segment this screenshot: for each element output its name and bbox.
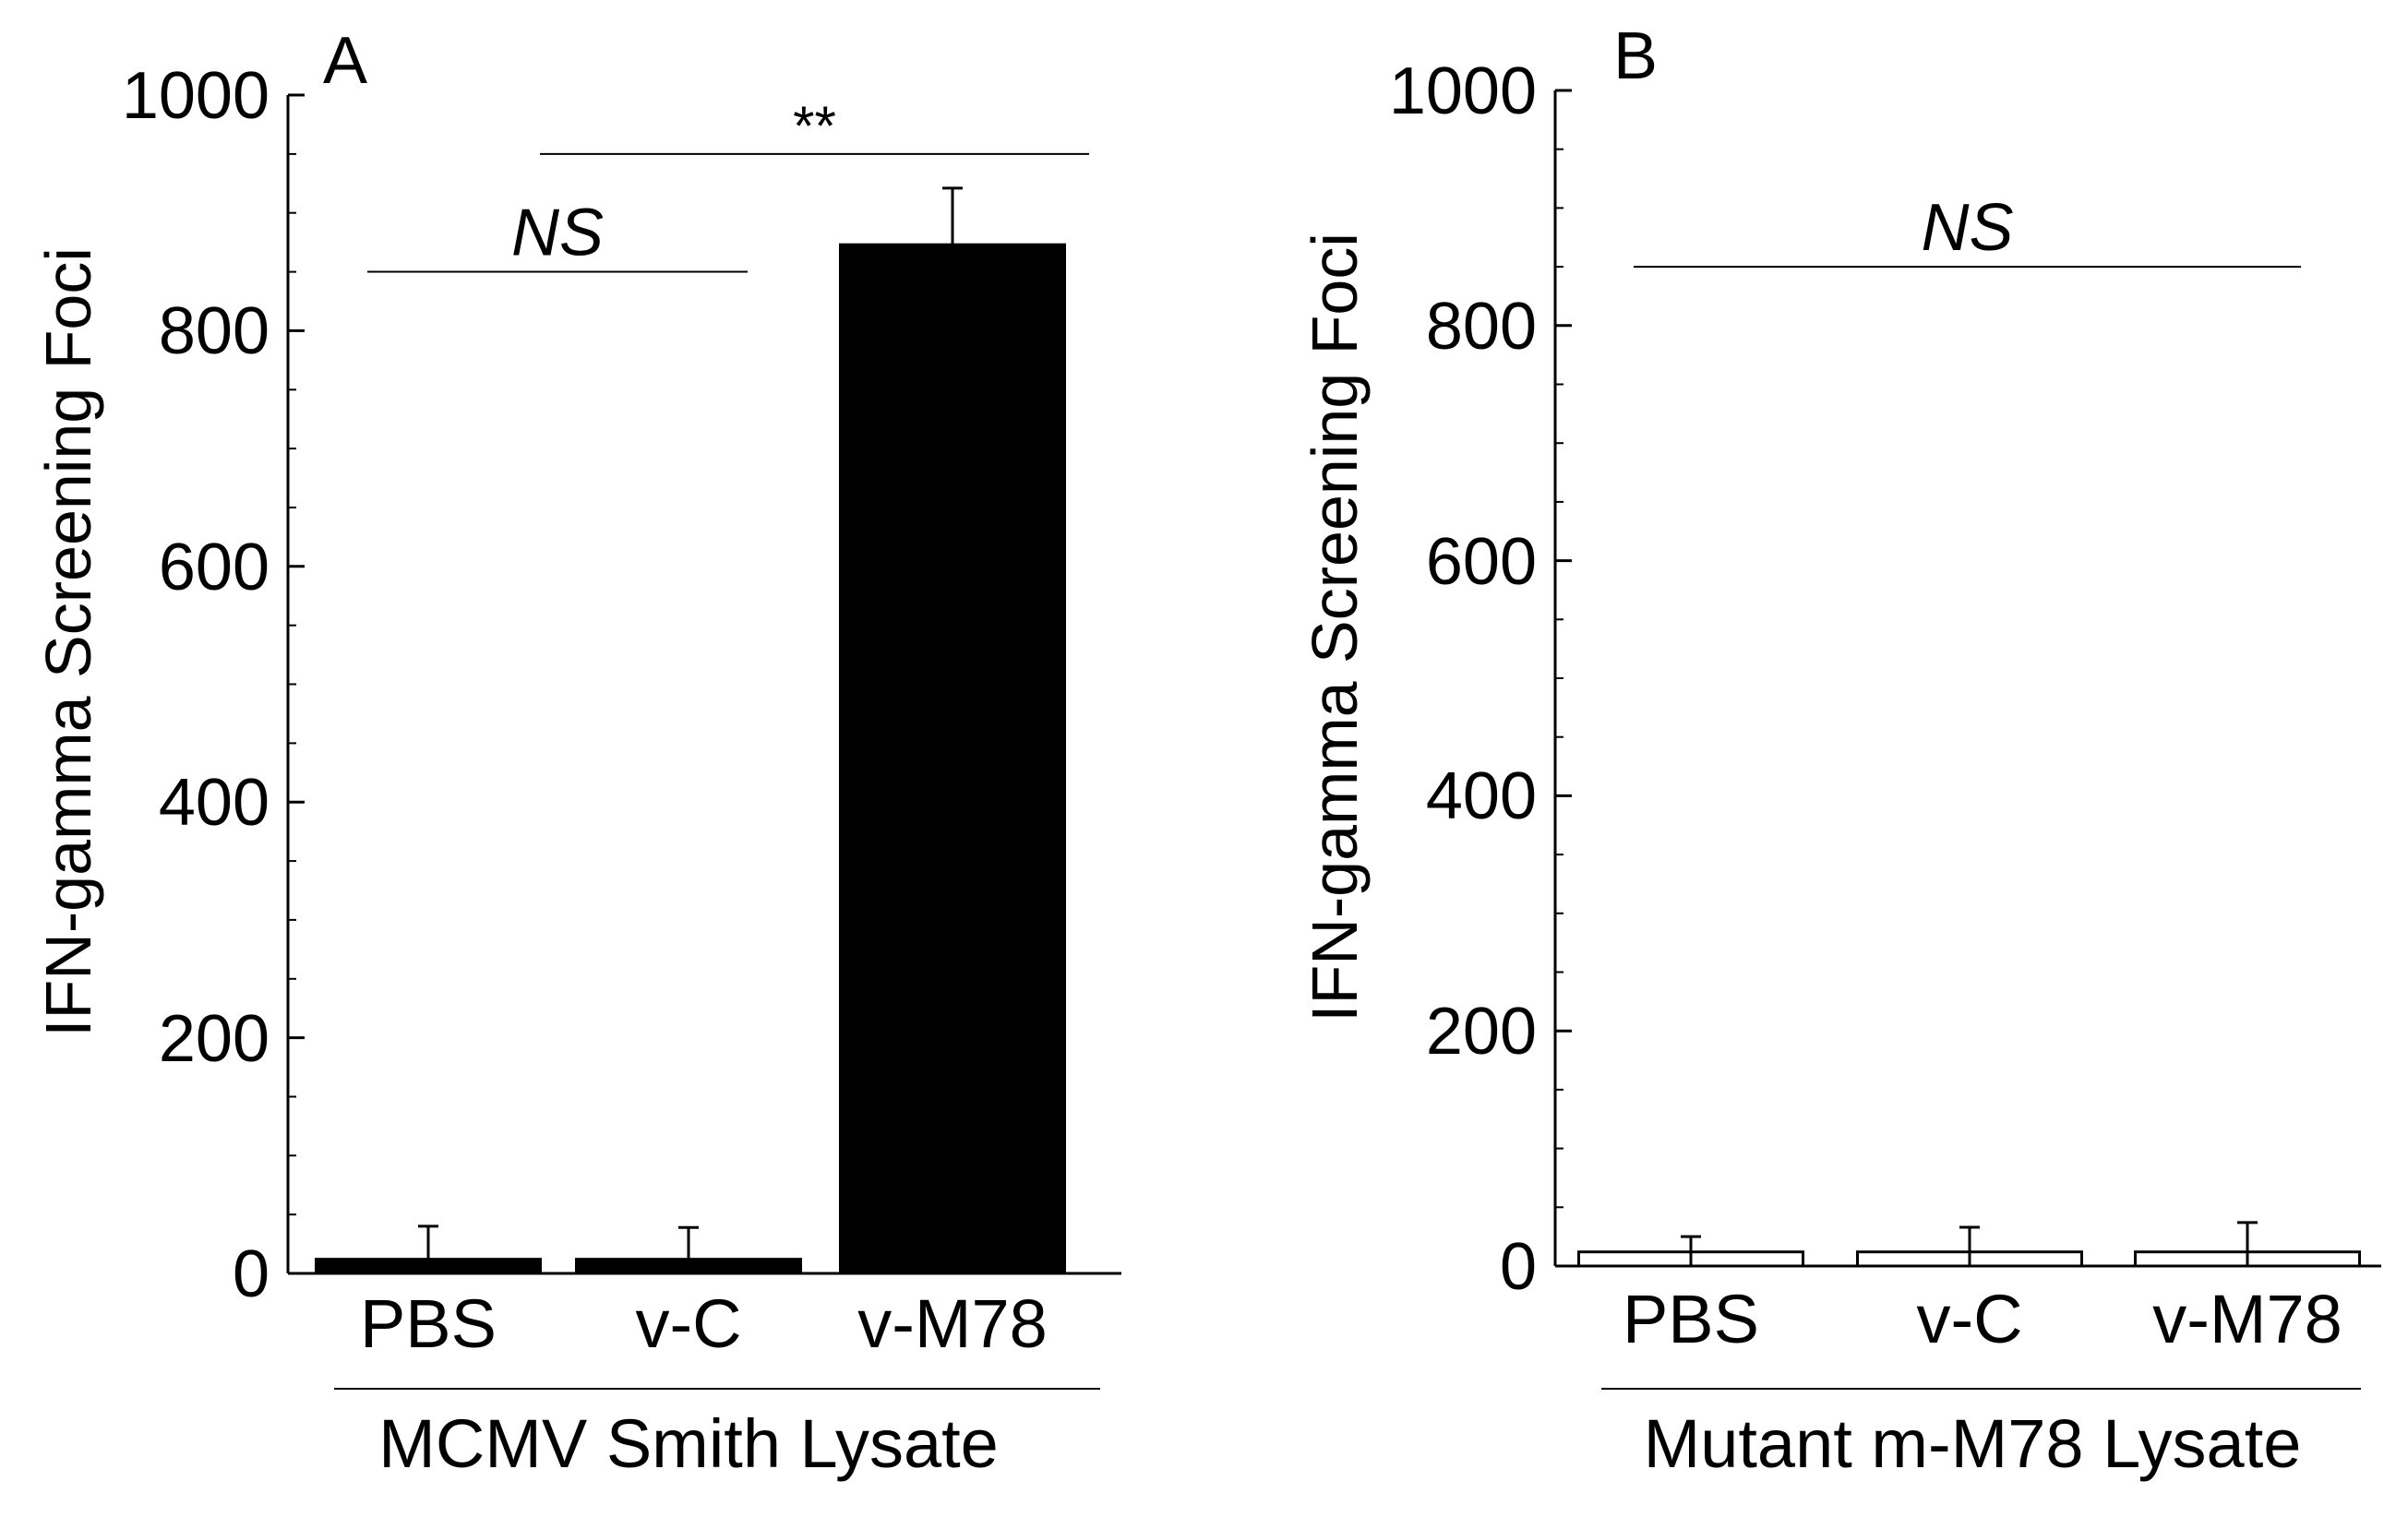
panel-b-y-tick-label: 400 [1426, 759, 1537, 833]
panel-b-x-tick-label: v-C [1916, 1281, 2022, 1357]
panel-b-label: B [1613, 19, 1658, 93]
panel-a-error-bar-v-m78 [942, 186, 963, 245]
panel-a-x-tick-label: v-C [635, 1285, 741, 1362]
panel-b-y-tick-label: 600 [1426, 525, 1537, 599]
panel-a-x-tick-label: PBS [360, 1285, 497, 1362]
panel-b-annotations: NS [1634, 191, 2301, 269]
panel-a-bar-v-m78 [839, 243, 1066, 1275]
panel-b-y-tick-label: 1000 [1389, 54, 1537, 128]
panel-b-y-tick-label: 800 [1426, 290, 1537, 364]
panel-a-error-bars [418, 186, 963, 1260]
panel-a-significance-label: ** [793, 95, 836, 157]
panel-b-y-ticks [1555, 89, 1572, 1268]
panel-a-bars [315, 243, 1066, 1275]
panel-a-x-tick-label: v-M78 [857, 1285, 1048, 1362]
panel-b-error-bar-v-m78 [2237, 1221, 2258, 1268]
panel-a-bar-v-c [575, 1258, 802, 1275]
panel-a-y-tick-label: 800 [159, 294, 270, 368]
panel-a-y-axis-title: IFN-gamma Screening Foci [32, 247, 104, 1037]
panel-a-y-ticks [288, 93, 305, 1275]
panel-a-bar-pbs [315, 1258, 542, 1275]
panel-b-x-tick-labels: PBS v-C v-M78 [1623, 1281, 2342, 1357]
panel-a-label: A [323, 24, 367, 98]
panel-b-y-axis-title: IFN-gamma Screening Foci [1299, 233, 1371, 1022]
panel-b-error-bar-pbs [1681, 1235, 1701, 1268]
panel-a-y-tick-label: 200 [159, 1002, 270, 1076]
panel-b-x-axis-title: Mutant m-M78 Lysate [1644, 1405, 2302, 1482]
panel-a: A IFN-gamma Screening Foci [32, 24, 1121, 1482]
panel-a-y-tick-label: 400 [159, 766, 270, 840]
panel-b-error-bar-v-c [1959, 1225, 1980, 1268]
panel-a-y-tick-label: 600 [159, 531, 270, 604]
panel-b-x-tick-label: PBS [1623, 1281, 1759, 1357]
panel-b-x-tick-label: v-M78 [2152, 1281, 2342, 1357]
panel-a-y-tick-labels: 0 200 400 600 800 1000 [122, 59, 270, 1311]
panel-a-x-tick-labels: PBS v-C v-M78 [360, 1285, 1048, 1362]
panel-a-annotations: NS ** [367, 95, 1089, 273]
panel-b-y-tick-label: 0 [1500, 1230, 1537, 1304]
panel-a-ns-label: NS [511, 197, 604, 270]
panel-a-error-bar-pbs [418, 1224, 438, 1260]
panel-a-x-axis-title: MCMV Smith Lysate [378, 1405, 999, 1482]
panel-b-error-bars [1681, 1221, 2258, 1268]
panel-a-error-bar-v-c [678, 1225, 699, 1260]
panel-b-ns-label: NS [1921, 191, 2013, 265]
panel-b-y-tick-label: 200 [1426, 995, 1537, 1069]
panel-b-y-tick-labels: 0 200 400 600 800 1000 [1389, 54, 1537, 1304]
panel-b: B IFN-gamma Screening Foci [1299, 19, 2381, 1482]
panel-a-y-tick-label: 0 [233, 1237, 270, 1311]
panel-a-y-tick-label: 1000 [122, 59, 270, 133]
